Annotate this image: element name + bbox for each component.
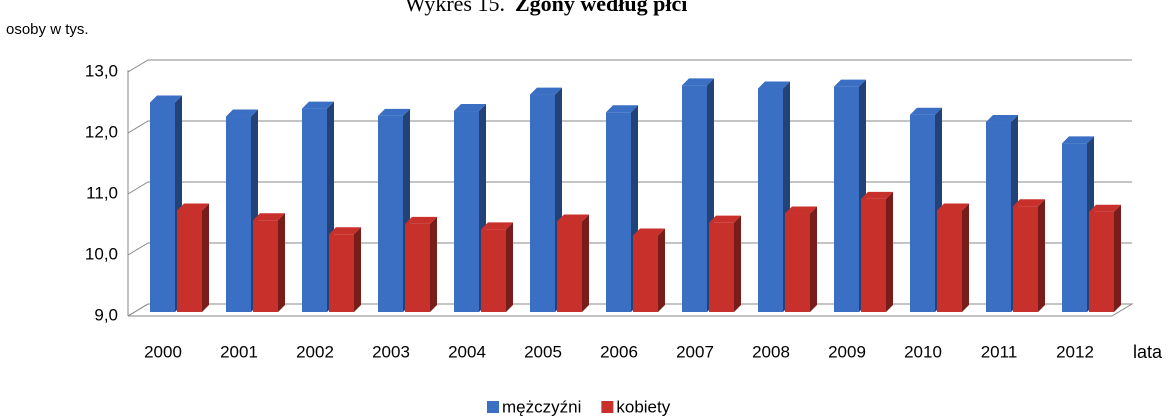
bar-side [430,216,437,312]
bar-side [506,222,513,312]
bar-top [530,87,562,95]
bar-top [606,105,638,113]
x-tick-label: 2007 [676,342,714,361]
bar-side [1038,199,1045,312]
y-tick-label: 12,0 [85,122,118,141]
bar-top [861,191,893,199]
bar [986,122,1011,313]
bar [226,116,251,312]
chart-title-number: Wykres 15. [405,0,505,16]
bar [1062,143,1087,312]
bar [606,112,631,312]
bar [557,221,582,312]
bar-top [378,108,410,116]
grid-line [127,181,1132,195]
x-tick-label: 2010 [904,342,942,361]
y-tick-label: 13,0 [85,61,118,80]
bar [709,222,734,312]
bar [758,88,783,312]
bar-top [709,215,741,223]
legend-swatch [487,401,499,413]
bar [150,102,175,312]
bar [530,94,555,312]
bar-side [202,203,209,312]
x-tick-label: 2008 [752,342,790,361]
bar-top [758,81,790,89]
bar-side [582,214,589,312]
bar-side [354,227,361,312]
bar-top [454,104,486,112]
legend-swatch [601,401,614,413]
bar-top [1062,136,1094,144]
x-tick-label: 2012 [1056,342,1094,361]
bar [481,229,506,312]
x-tick-label: 2006 [600,342,638,361]
y-tick-label: 11,0 [86,183,118,202]
bar [785,213,810,312]
bar-top [633,228,665,236]
bar [1013,206,1038,312]
bar [329,234,354,312]
grid-line [127,59,1132,73]
bar-side [658,228,665,312]
bar-side [886,191,893,312]
x-tick-label: 2000 [144,342,182,361]
bar-top [557,214,589,222]
chart-title: Zgony według płci [515,0,687,16]
bar-top [302,101,334,109]
bar [910,114,935,312]
bar-top [937,203,969,211]
bar-top [253,213,285,221]
bar-top [986,115,1018,123]
bar-top [682,78,714,86]
bar-top [785,206,817,214]
x-axis-label: lata [1133,342,1163,362]
bar [454,111,479,312]
y-tick-label: 9,0 [94,305,118,324]
bar [302,108,327,312]
bar [937,210,962,312]
x-tick-label: 2009 [828,342,866,361]
bar [682,85,707,312]
x-tick-label: 2001 [220,342,258,361]
bar-side [962,203,969,312]
bar [834,86,859,312]
x-tick-label: 2011 [981,342,1018,361]
bar-top [834,79,866,87]
bar-top [1013,199,1045,207]
bar-side [810,206,817,312]
grid-line [127,120,1132,134]
bar-top [910,107,942,115]
x-tick-label: 2002 [296,342,334,361]
bar-top [177,203,209,211]
bar [378,115,403,312]
bar [633,235,658,312]
bar-top [481,222,513,230]
x-tick-label: 2004 [448,342,486,361]
y-axis-label: osoby w tys. [6,21,89,38]
bar [253,220,278,312]
x-tick-label: 2005 [524,342,562,361]
bar-top [150,95,182,103]
bar-side [1114,204,1121,312]
x-tick-label: 2003 [372,342,410,361]
legend-label: mężczyźni [502,397,581,416]
bar [861,198,886,312]
bar [1089,211,1114,312]
legend-label: kobiety [616,397,670,416]
bar-top [405,216,437,224]
bar [405,223,430,312]
bar-top [329,227,361,235]
bar-side [734,215,741,312]
bar-top [1089,204,1121,212]
bar-side [278,213,285,312]
y-tick-label: 10,0 [85,244,118,263]
bar [177,210,202,312]
bar-top [226,109,258,117]
